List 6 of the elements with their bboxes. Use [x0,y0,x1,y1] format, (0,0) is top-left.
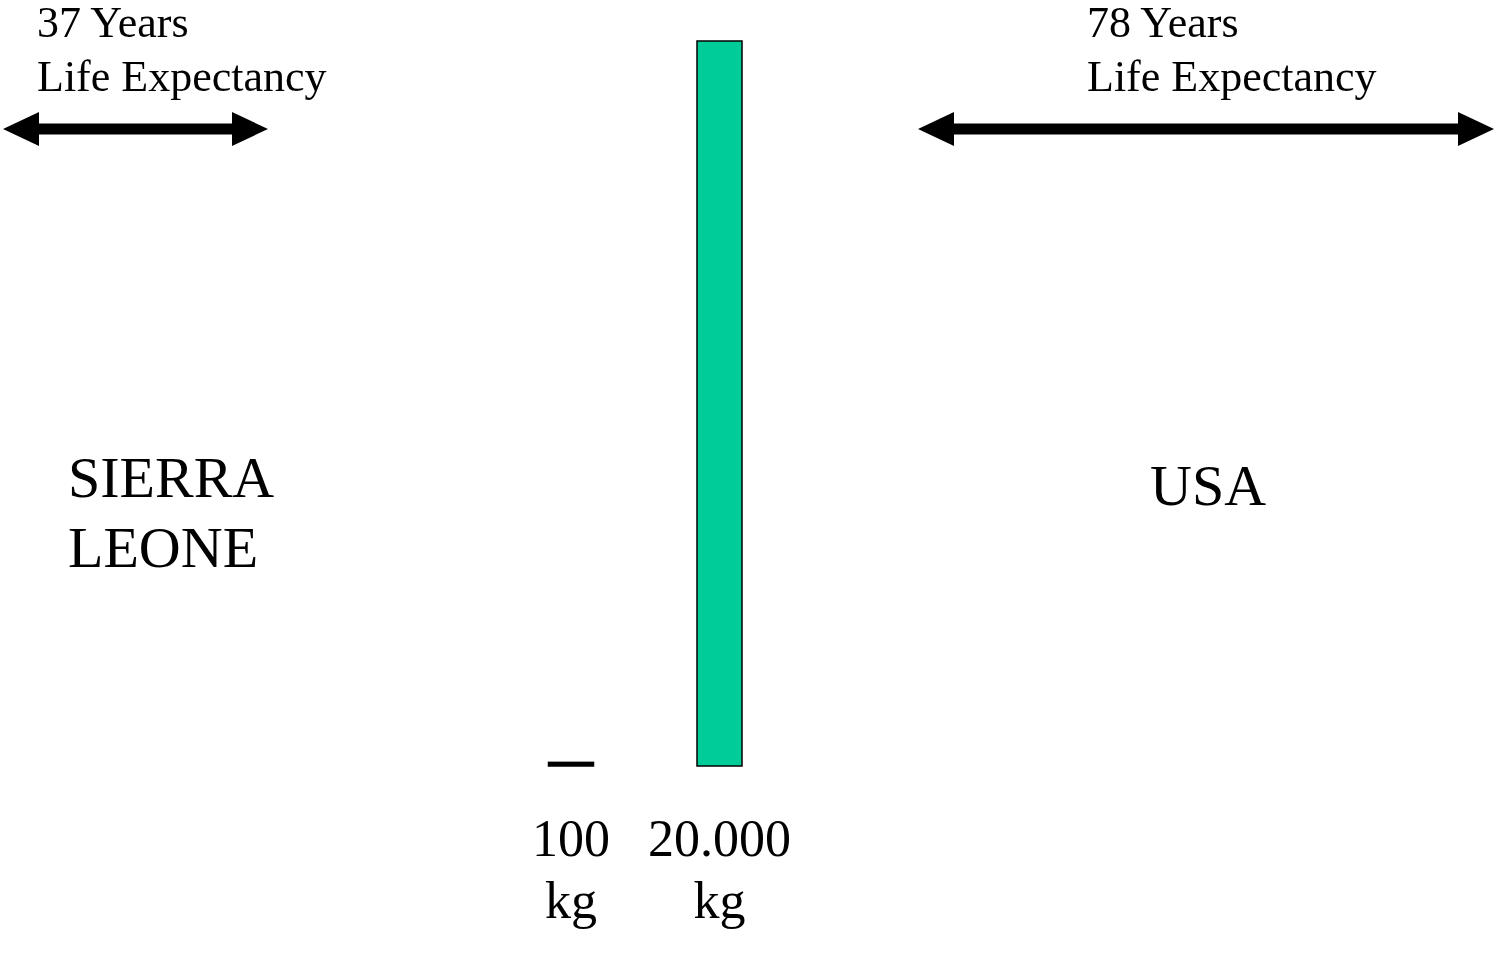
data-label: 100 kg [532,810,610,929]
text: 78 Years Life Expectancy [1087,0,1377,101]
text: 37 Years Life Expectancy [37,0,327,101]
data-label: 20.000 kg [648,810,791,929]
text: SIERRA LEONE [68,445,275,580]
text: USA [1150,453,1267,518]
